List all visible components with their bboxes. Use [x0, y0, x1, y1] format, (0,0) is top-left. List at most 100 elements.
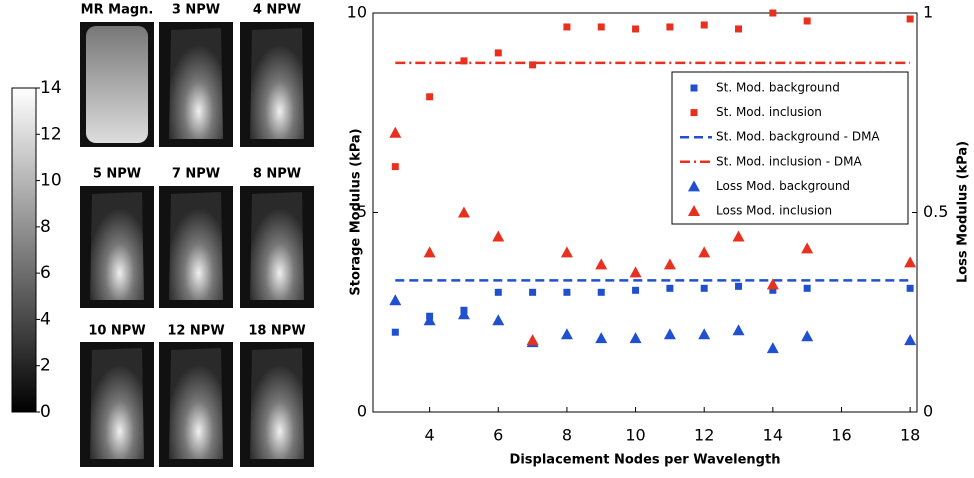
colorbar-tick-label: 6	[40, 263, 51, 283]
triangle-marker	[423, 314, 436, 326]
square-marker	[563, 288, 571, 296]
square-marker	[690, 84, 698, 92]
triangle-marker	[904, 334, 917, 346]
square-marker	[529, 288, 537, 296]
square-marker	[700, 284, 708, 292]
y-tick-label: 10	[347, 3, 367, 22]
colorbar-tick-label: 8	[40, 217, 51, 237]
tissue	[90, 348, 144, 459]
triangle-marker	[766, 278, 779, 290]
triangle-marker	[688, 180, 700, 192]
triangle-marker	[423, 246, 436, 258]
square-marker	[632, 25, 640, 33]
square-marker	[529, 61, 537, 69]
legend-label: Loss Mod. inclusion	[716, 204, 832, 218]
square-marker	[769, 9, 777, 17]
colorbar-tick-label: 2	[40, 356, 51, 376]
x-tick-label: 8	[562, 426, 572, 445]
x-tick-label: 12	[694, 426, 714, 445]
square-marker	[735, 25, 743, 33]
square-marker	[700, 21, 708, 29]
tissue	[86, 26, 148, 143]
square-marker	[803, 17, 811, 25]
x-tick-label: 14	[763, 426, 783, 445]
square-marker	[597, 288, 605, 296]
y-tick-label: 5	[357, 202, 367, 221]
triangle-marker	[663, 258, 676, 270]
triangle-marker	[389, 126, 402, 138]
square-marker	[426, 93, 434, 101]
square-marker	[391, 328, 399, 336]
tissue	[250, 348, 304, 459]
square-marker	[632, 286, 640, 294]
x-tick-label: 10	[625, 426, 645, 445]
triangle-marker	[732, 230, 745, 242]
panel-label: 10 NPW	[88, 324, 145, 339]
triangle-marker	[492, 314, 505, 326]
triangle-marker	[457, 206, 470, 218]
x-tick-label: 16	[831, 426, 851, 445]
square-marker	[769, 286, 777, 294]
tissue	[250, 28, 304, 139]
triangle-marker	[629, 332, 642, 344]
triangle-marker	[801, 330, 814, 342]
triangle-marker	[904, 256, 917, 268]
triangle-marker	[595, 258, 608, 270]
square-marker	[803, 284, 811, 292]
triangle-marker	[629, 266, 642, 278]
square-marker	[906, 284, 914, 292]
legend-box	[671, 71, 909, 225]
square-marker	[906, 15, 914, 23]
square-marker	[494, 288, 502, 296]
triangle-marker	[457, 308, 470, 320]
tissue	[250, 192, 304, 300]
panel-label: 5 NPW	[93, 167, 141, 182]
y-axis-label: Storage Modulus (kPa)	[349, 128, 364, 295]
colorbar-tick-label: 12	[40, 124, 62, 144]
triangle-marker	[595, 332, 608, 344]
square-marker	[597, 23, 605, 31]
triangle-marker	[766, 342, 779, 354]
panel-label: 18 NPW	[248, 324, 305, 339]
triangle-marker	[492, 230, 505, 242]
panel-label: MR Magn.	[81, 3, 154, 18]
colorbar-tick-label: 4	[40, 309, 51, 329]
tissue	[169, 28, 223, 139]
x-tick-label: 6	[493, 426, 503, 445]
square-marker	[666, 23, 674, 31]
panel-label: 3 NPW	[172, 3, 220, 18]
colorbar-tick-label: 10	[40, 171, 62, 191]
triangle-marker	[801, 242, 814, 254]
triangle-marker	[560, 246, 573, 258]
triangle-marker	[526, 334, 539, 346]
panel-label: 7 NPW	[172, 167, 220, 182]
panel-label: 8 NPW	[253, 167, 301, 182]
legend-label: Loss Mod. background	[716, 179, 850, 193]
legend-label: St. Mod. background - DMA	[716, 130, 880, 144]
y-tick-label: 0	[357, 402, 367, 421]
triangle-marker	[698, 328, 711, 340]
colorbar-tick-label: 14	[40, 78, 62, 98]
y2-tick-label: 0.5	[923, 202, 948, 221]
triangle-marker	[560, 328, 573, 340]
square-marker	[666, 284, 674, 292]
triangle-marker	[389, 294, 402, 306]
square-marker	[494, 49, 502, 57]
square-marker	[735, 282, 743, 290]
legend-label: St. Mod. inclusion	[716, 105, 822, 119]
triangle-marker	[688, 205, 700, 216]
legend-label: St. Mod. background	[716, 81, 840, 95]
y2-tick-label: 0	[923, 402, 933, 421]
tissue	[169, 192, 223, 300]
square-marker	[563, 23, 571, 31]
x-axis-label: Displacement Nodes per Wavelength	[510, 453, 781, 468]
triangle-marker	[732, 324, 745, 336]
panel-label: 4 NPW	[253, 3, 301, 18]
colorbar	[11, 87, 37, 413]
square-marker	[391, 163, 399, 171]
x-tick-label: 18	[900, 426, 920, 445]
x-tick-label: 4	[425, 426, 435, 445]
y2-axis-label: Loss Modulus (kPa)	[956, 141, 971, 283]
tissue	[90, 192, 144, 300]
